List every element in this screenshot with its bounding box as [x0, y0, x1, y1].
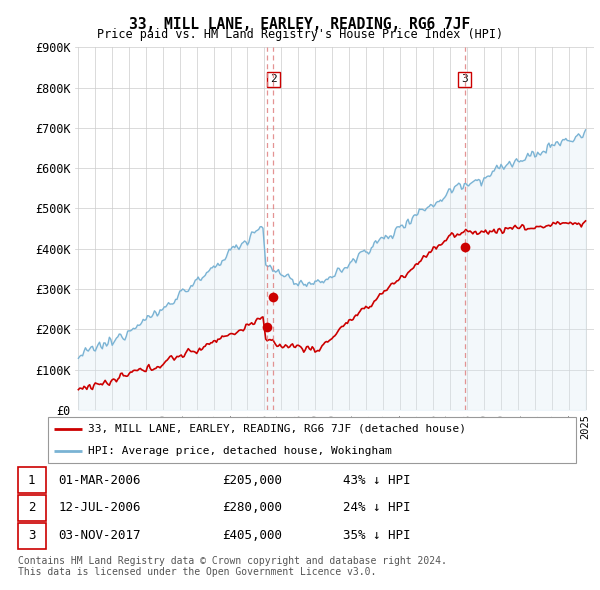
Text: 35% ↓ HPI: 35% ↓ HPI — [343, 529, 411, 542]
Text: 12-JUL-2006: 12-JUL-2006 — [58, 502, 140, 514]
Text: Price paid vs. HM Land Registry's House Price Index (HPI): Price paid vs. HM Land Registry's House … — [97, 28, 503, 41]
Text: 1: 1 — [28, 474, 35, 487]
Text: 2: 2 — [270, 74, 277, 84]
FancyBboxPatch shape — [18, 523, 46, 549]
Text: Contains HM Land Registry data © Crown copyright and database right 2024.
This d: Contains HM Land Registry data © Crown c… — [18, 556, 447, 578]
FancyBboxPatch shape — [48, 417, 576, 463]
FancyBboxPatch shape — [18, 467, 46, 493]
Text: 01-MAR-2006: 01-MAR-2006 — [58, 474, 140, 487]
Text: 33, MILL LANE, EARLEY, READING, RG6 7JF (detached house): 33, MILL LANE, EARLEY, READING, RG6 7JF … — [88, 424, 466, 434]
Text: £405,000: £405,000 — [223, 529, 283, 542]
Text: 24% ↓ HPI: 24% ↓ HPI — [343, 502, 411, 514]
Text: 33, MILL LANE, EARLEY, READING, RG6 7JF: 33, MILL LANE, EARLEY, READING, RG6 7JF — [130, 17, 470, 31]
Text: 3: 3 — [461, 74, 468, 84]
Text: 3: 3 — [28, 529, 35, 542]
Text: £205,000: £205,000 — [223, 474, 283, 487]
Text: 2: 2 — [28, 502, 35, 514]
Text: 03-NOV-2017: 03-NOV-2017 — [58, 529, 140, 542]
Text: £280,000: £280,000 — [223, 502, 283, 514]
FancyBboxPatch shape — [18, 495, 46, 521]
Text: 43% ↓ HPI: 43% ↓ HPI — [343, 474, 411, 487]
Text: HPI: Average price, detached house, Wokingham: HPI: Average price, detached house, Woki… — [88, 445, 391, 455]
